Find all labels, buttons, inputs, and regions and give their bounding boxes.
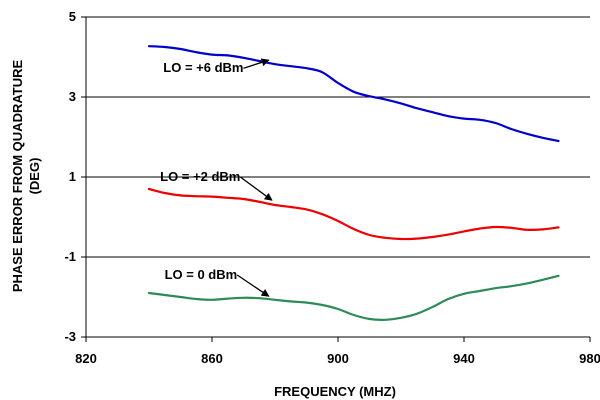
series-label-2: LO = +2 dBm: [160, 169, 240, 184]
series-label-3: LO = 0 dBm: [165, 267, 238, 282]
x-tick-label: 980: [579, 351, 600, 366]
y-axis-title: PHASE ERROR FROM QUADRATURE (DEG): [10, 60, 42, 293]
series-annotations: LO = +6 dBm LO = +2 dBm LO = 0 dBm: [160, 58, 273, 297]
y-tick-label: -3: [64, 329, 76, 344]
y-tick-label: 1: [69, 169, 76, 184]
series-lines: [147, 45, 560, 321]
y-axis-title-line-1: PHASE ERROR FROM QUADRATURE: [10, 60, 25, 293]
x-tick-label: 860: [201, 351, 223, 366]
y-tick-label: 5: [69, 9, 76, 24]
y-tick-label: 3: [69, 89, 76, 104]
series-line-3: [147, 274, 560, 321]
series-line-1: [147, 45, 560, 143]
tick-labels: 820 860 900 940 980 5 3 1 -1 -3: [64, 9, 600, 366]
series-label-arrow-2: [239, 176, 273, 201]
series-label-1: LO = +6 dBm: [163, 60, 243, 75]
x-tick-label: 820: [75, 351, 97, 366]
series-label-arrow-1: [243, 58, 270, 69]
y-tick-label: -1: [64, 249, 76, 264]
x-axis-title: FREQUENCY (MHZ): [274, 384, 396, 399]
grid-lines: [81, 16, 591, 342]
series-line-2: [147, 187, 560, 241]
y-axis-title-line-2: (DEG): [27, 158, 42, 195]
x-tick-label: 900: [327, 351, 349, 366]
x-tick-label: 940: [453, 351, 475, 366]
series-label-arrow-3: [236, 274, 270, 297]
